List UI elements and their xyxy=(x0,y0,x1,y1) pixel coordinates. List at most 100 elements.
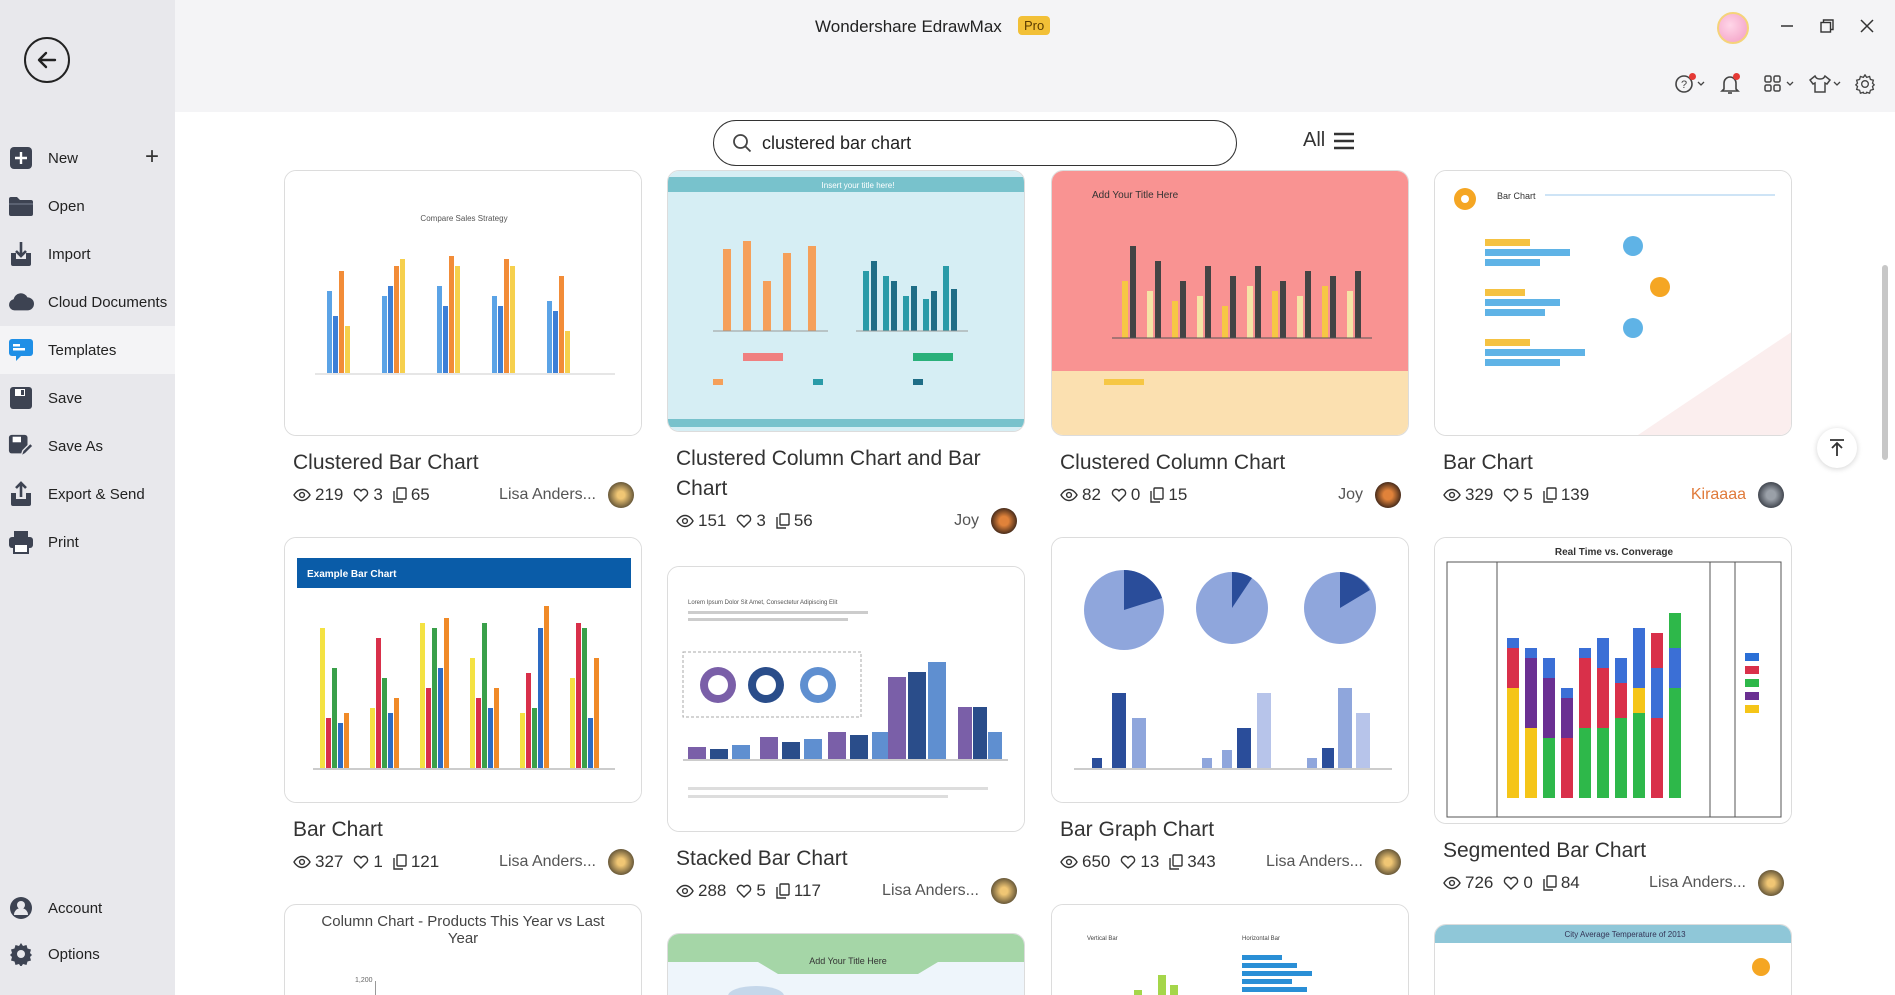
back-button[interactable] xyxy=(24,37,70,83)
views-count: 288 xyxy=(698,881,727,900)
template-author[interactable]: Lisa Anders... xyxy=(1649,870,1784,896)
template-card[interactable]: Bar Graph Chart 650 13 343 Lisa Anders..… xyxy=(1051,537,1409,875)
template-thumbnail[interactable]: Real Time vs. Converage xyxy=(1434,537,1792,824)
new-plus-icon[interactable]: + xyxy=(144,143,159,170)
close-button[interactable] xyxy=(1855,14,1879,38)
sidebar-item-new[interactable]: New + xyxy=(0,134,175,182)
close-icon xyxy=(1860,19,1874,33)
template-card[interactable]: Lorem Ipsum Dolor Sit Amet, Consectetur … xyxy=(667,566,1025,904)
template-card[interactable]: Vertical Bar Horizontal Bar xyxy=(1051,904,1409,995)
template-thumbnail[interactable]: Example Bar Chart xyxy=(284,537,642,803)
template-stats: 327 1 121 Lisa Anders... xyxy=(293,849,642,875)
sidebar-item-label: Save As xyxy=(48,437,104,455)
template-author[interactable]: Kiraaaa xyxy=(1691,482,1784,508)
sidebar-item-account[interactable]: Account xyxy=(0,885,175,931)
preview-heading: Add Your Title Here xyxy=(1092,190,1179,201)
likes-stat[interactable]: 3 xyxy=(736,511,766,531)
apps-button[interactable] xyxy=(1763,72,1795,96)
sidebar-item-save-as[interactable]: Save As xyxy=(0,422,175,470)
settings-button[interactable] xyxy=(1855,72,1875,96)
template-thumbnail[interactable]: Insert your title here! xyxy=(667,170,1025,432)
template-author[interactable]: Joy xyxy=(1338,482,1401,508)
sidebar-item-label: Options xyxy=(48,945,100,963)
add-title-preview: Add Your Title Here xyxy=(668,934,1024,995)
copies-count: 84 xyxy=(1560,873,1580,892)
templates-icon xyxy=(8,337,34,363)
sidebar-item-label: Export & Send xyxy=(48,485,145,503)
template-title[interactable]: Stacked Bar Chart xyxy=(676,847,848,870)
template-title[interactable]: Segmented Bar Chart xyxy=(1443,839,1647,862)
likes-stat[interactable]: 13 xyxy=(1120,852,1159,872)
preview-axis-tick: 1,200 xyxy=(355,977,373,984)
user-avatar[interactable] xyxy=(1717,12,1749,44)
clustered-column-bar-preview: Insert your title here! xyxy=(668,171,1024,431)
template-thumbnail[interactable]: Vertical Bar Horizontal Bar xyxy=(1051,904,1409,995)
template-author[interactable]: Lisa Anders... xyxy=(499,482,634,508)
sidebar-item-templates[interactable]: Templates xyxy=(0,326,175,374)
template-title[interactable]: Clustered Column Chart and Bar Chart xyxy=(676,447,981,500)
template-thumbnail[interactable]: City Average Temperature of 2013 xyxy=(1434,924,1792,995)
search-icon xyxy=(733,134,752,153)
views-count: 151 xyxy=(698,511,727,530)
template-title[interactable]: Bar Chart xyxy=(293,818,383,841)
theme-button[interactable] xyxy=(1809,72,1841,96)
likes-stat[interactable]: 1 xyxy=(353,852,383,872)
template-thumbnail[interactable] xyxy=(1051,537,1409,803)
template-author[interactable]: Lisa Anders... xyxy=(1266,849,1401,875)
sidebar-item-options[interactable]: Options xyxy=(0,931,175,977)
help-button[interactable]: ? xyxy=(1675,72,1705,96)
category-filter[interactable]: All xyxy=(1303,129,1355,152)
preview-axis xyxy=(375,981,376,995)
scrollbar[interactable] xyxy=(1882,265,1888,460)
likes-stat[interactable]: 5 xyxy=(1503,485,1533,505)
template-card[interactable]: Add Your Title Here Clustered Column Cha… xyxy=(1051,170,1409,508)
template-card[interactable]: Column Chart - Products This Year vs Las… xyxy=(284,904,642,995)
template-title[interactable]: Clustered Column Chart xyxy=(1060,451,1286,474)
menu-lines-icon xyxy=(1334,132,1355,149)
template-card[interactable]: Insert your title here! Clustered Column… xyxy=(667,170,1025,534)
template-thumbnail[interactable]: Column Chart - Products This Year vs Las… xyxy=(284,904,642,995)
author-avatar xyxy=(1375,849,1401,875)
template-thumbnail[interactable]: Compare Sales Strategy xyxy=(284,170,642,436)
template-card[interactable]: Bar Chart Bar Chart 329 5 139 Kiraaaa xyxy=(1434,170,1792,508)
likes-count: 3 xyxy=(373,485,383,504)
sidebar-item-import[interactable]: Import xyxy=(0,230,175,278)
sidebar-item-save[interactable]: Save xyxy=(0,374,175,422)
template-thumbnail[interactable]: Lorem Ipsum Dolor Sit Amet, Consectetur … xyxy=(667,566,1025,832)
likes-stat[interactable]: 5 xyxy=(736,881,766,901)
minimize-button[interactable] xyxy=(1775,14,1799,38)
template-author[interactable]: Lisa Anders... xyxy=(499,849,634,875)
sidebar-item-print[interactable]: Print xyxy=(0,518,175,566)
template-author[interactable]: Joy xyxy=(954,508,1017,534)
template-thumbnail[interactable]: Add Your Title Here xyxy=(1051,170,1409,436)
template-title[interactable]: Bar Graph Chart xyxy=(1060,818,1215,841)
scroll-to-top-button[interactable] xyxy=(1817,428,1857,468)
template-title[interactable]: Bar Chart xyxy=(1443,451,1533,474)
arrow-up-icon xyxy=(1830,439,1844,456)
template-card[interactable]: Example Bar Chart Bar Chart 327 1 xyxy=(284,537,642,875)
copies-count: 121 xyxy=(410,852,440,871)
template-card[interactable]: Add Your Title Here xyxy=(667,933,1025,995)
likes-stat[interactable]: 0 xyxy=(1503,873,1533,893)
sidebar-item-open[interactable]: Open xyxy=(0,182,175,230)
template-card[interactable]: Compare Sales Strategy Clustered Bar Cha… xyxy=(284,170,642,508)
template-card[interactable]: Real Time vs. Converage xyxy=(1434,537,1792,896)
search-box[interactable] xyxy=(713,120,1237,166)
preview-heading: Bar Chart xyxy=(1497,191,1536,201)
template-thumbnail[interactable]: Add Your Title Here xyxy=(667,933,1025,995)
export-icon xyxy=(8,481,34,507)
restore-button[interactable] xyxy=(1815,14,1839,38)
sidebar-item-label: Save xyxy=(48,389,83,407)
template-author[interactable]: Lisa Anders... xyxy=(882,878,1017,904)
template-title[interactable]: Clustered Bar Chart xyxy=(293,451,479,474)
template-thumbnail[interactable]: Bar Chart xyxy=(1434,170,1792,436)
sidebar-item-export-send[interactable]: Export & Send xyxy=(0,470,175,518)
template-card[interactable]: City Average Temperature of 2013 xyxy=(1434,924,1792,995)
search-input[interactable] xyxy=(762,132,1202,154)
sidebar-item-label: Cloud Documents xyxy=(48,293,168,311)
likes-stat[interactable]: 3 xyxy=(353,485,383,505)
sidebar-item-cloud-documents[interactable]: Cloud Documents xyxy=(0,278,175,326)
likes-stat[interactable]: 0 xyxy=(1111,485,1140,505)
notifications-button[interactable] xyxy=(1719,72,1741,96)
copies-count: 56 xyxy=(793,511,813,530)
